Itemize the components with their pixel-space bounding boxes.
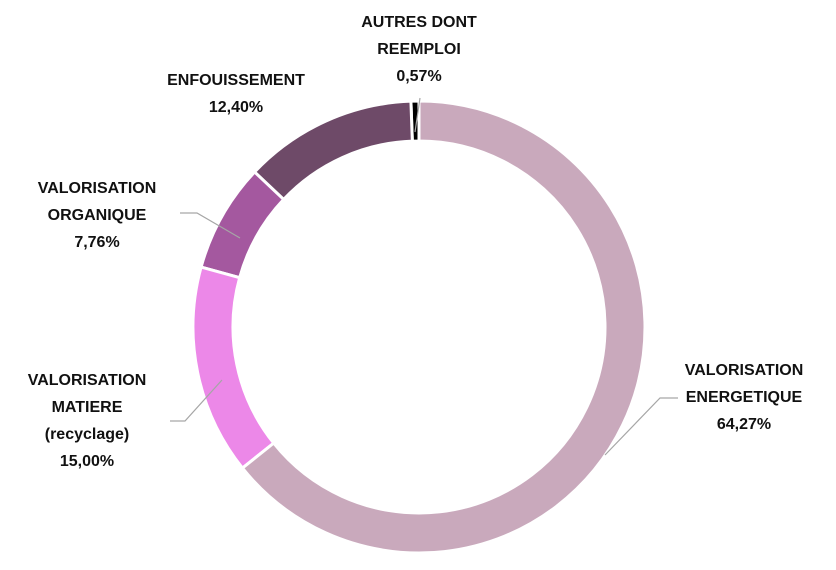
category-label: ENFOUISSEMENT xyxy=(167,72,305,89)
category-label: VALORISATION ENERGETIQUE xyxy=(684,362,804,406)
value-label: 12,40% xyxy=(208,99,264,116)
leader-line xyxy=(414,97,421,133)
donut-slice xyxy=(240,99,647,555)
leader-lines xyxy=(170,97,678,456)
leader-line xyxy=(180,212,241,239)
value-label: 0,57% xyxy=(396,68,442,85)
leader-line xyxy=(604,397,678,456)
donut-slice xyxy=(191,265,276,471)
value-label: 64,27% xyxy=(716,416,772,433)
category-label: AUTRES DONT REEMPLOI xyxy=(361,14,477,58)
value-label: 15,00% xyxy=(59,453,115,470)
donut-slice xyxy=(199,169,286,280)
category-label: VALORISATION MATIERE (recyclage) xyxy=(27,372,147,443)
donut-slice xyxy=(252,99,414,202)
value-label: 7,76% xyxy=(74,234,120,251)
category-label: VALORISATION ORGANIQUE xyxy=(37,180,157,224)
leader-line xyxy=(170,379,223,422)
